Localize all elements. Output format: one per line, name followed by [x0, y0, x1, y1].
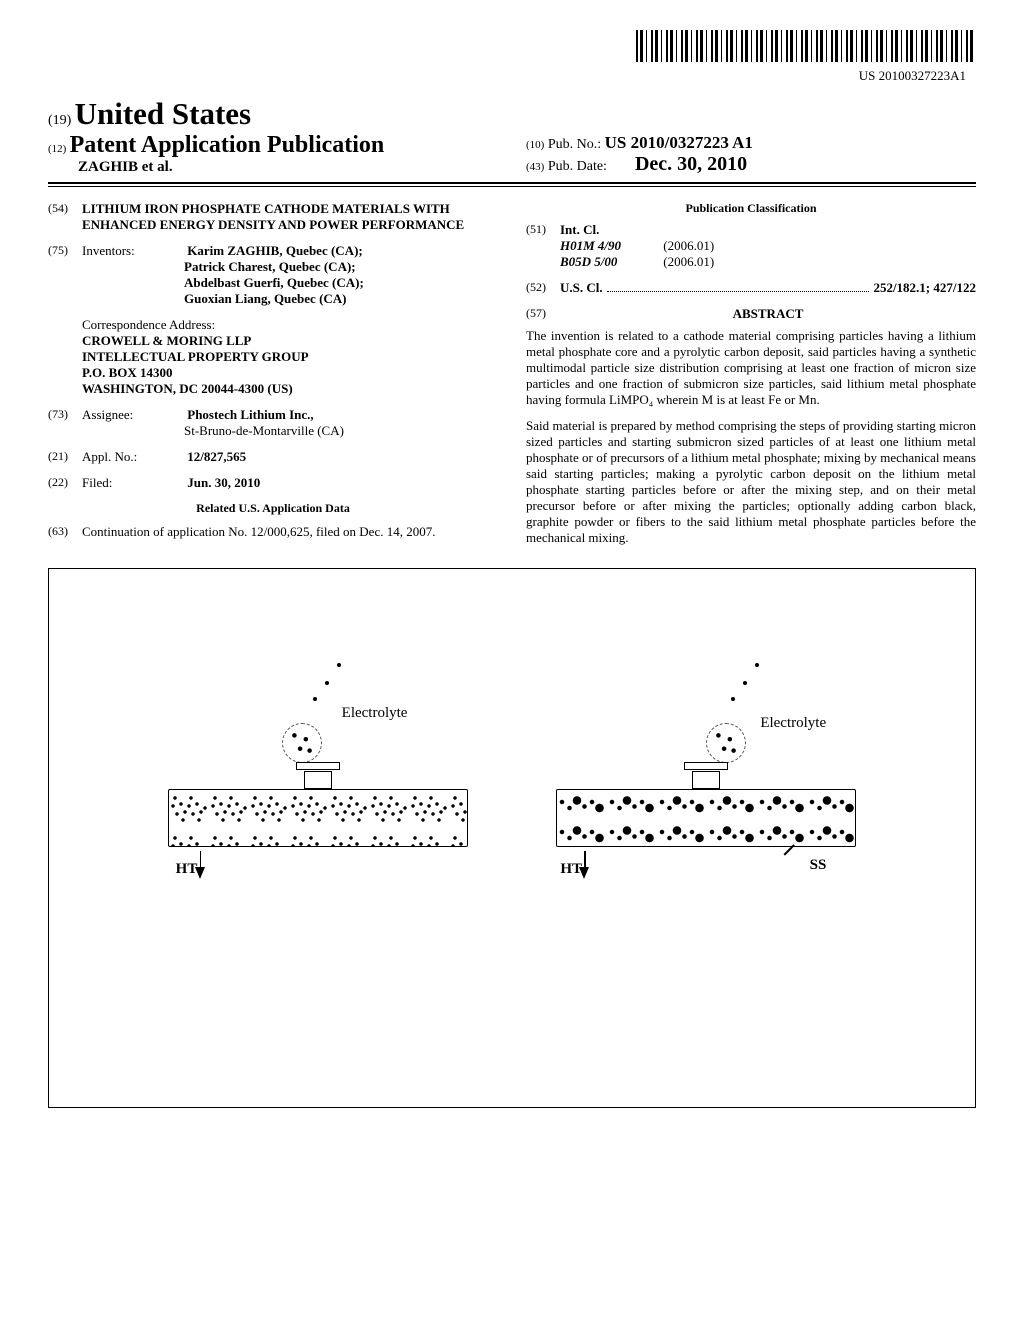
- pubdate-num: (43): [526, 161, 544, 173]
- invention-title-row: (54) LITHIUM IRON PHOSPHATE CATHODE MATE…: [48, 201, 498, 233]
- uscl-num: (52): [526, 280, 560, 296]
- filed-row: (22) Filed: Jun. 30, 2010: [48, 475, 498, 491]
- filed-value: Jun. 30, 2010: [187, 475, 260, 490]
- ht-label: HT: [176, 861, 198, 878]
- rule-thin: [48, 186, 976, 187]
- correspondence-block: Correspondence Address: CROWELL & MORING…: [82, 317, 498, 397]
- invention-title: LITHIUM IRON PHOSPHATE CATHODE MATERIALS…: [82, 201, 498, 233]
- pap-num: (12): [48, 143, 66, 155]
- inventor-name: Patrick Charest, Quebec (CA);: [184, 259, 356, 274]
- header-left: (19) United States (12) Patent Applicati…: [48, 96, 498, 176]
- diagram-left: Electrolyte HT: [168, 789, 468, 847]
- intcl-row: (51) Int. Cl. H01M 4/90 (2006.01) B05D 5…: [526, 222, 976, 270]
- assignee-label: Assignee:: [82, 407, 184, 423]
- pubno-label: Pub. No.:: [548, 137, 601, 152]
- authority-name: United States: [75, 96, 252, 131]
- particle-cloud-icon: [706, 723, 746, 763]
- abstract-head: ABSTRACT: [560, 306, 976, 322]
- barcode-graphic: [636, 30, 976, 62]
- abstract-head-row: (57) ABSTRACT: [526, 306, 976, 322]
- filed-num: (22): [48, 475, 82, 491]
- assignee-num: (73): [48, 407, 82, 439]
- continuation-row: (63) Continuation of application No. 12/…: [48, 524, 498, 540]
- corr-label: Correspondence Address:: [82, 317, 215, 332]
- appl-label: Appl. No.:: [82, 449, 184, 465]
- inventors-num: (75): [48, 243, 82, 307]
- corr-line: INTELLECTUAL PROPERTY GROUP: [82, 349, 309, 364]
- pubno-num: (10): [526, 139, 544, 151]
- pap-label: Patent Application Publication: [70, 132, 385, 158]
- corr-line: CROWELL & MORING LLP: [82, 333, 251, 348]
- appl-no-row: (21) Appl. No.: 12/827,565: [48, 449, 498, 465]
- abstract-num: (57): [526, 306, 560, 322]
- appl-num: (21): [48, 449, 82, 465]
- abstract-paragraph: Said material is prepared by method comp…: [526, 418, 976, 546]
- barcode-number: US 20100327223A1: [48, 68, 976, 84]
- figure-frame: Electrolyte HT Electrolyte HT SS: [48, 568, 976, 1108]
- rule-thick: [48, 182, 976, 184]
- inventors-label: Inventors:: [82, 243, 184, 259]
- inventor-name: Karim ZAGHIB, Quebec (CA);: [187, 243, 362, 258]
- intcl-num: (51): [526, 222, 560, 270]
- cell-chimney-icon: [692, 771, 720, 789]
- related-data-head: Related U.S. Application Data: [48, 501, 498, 516]
- publication-header: (19) United States (12) Patent Applicati…: [48, 96, 976, 176]
- ss-label: SS: [810, 857, 827, 874]
- uscl-row: (52) U.S. Cl. 252/182.1; 427/122: [526, 280, 976, 296]
- electrode-plate-icon: [556, 789, 856, 847]
- continuation-text: Continuation of application No. 12/000,6…: [82, 524, 498, 540]
- right-column: Publication Classification (51) Int. Cl.…: [526, 201, 976, 550]
- electrode-plate-icon: [168, 789, 468, 847]
- electrolyte-label: Electrolyte: [760, 715, 826, 732]
- inventor-name: Abdelbast Guerfi, Quebec (CA);: [184, 275, 364, 290]
- assignee-name: Phostech Lithium Inc.,: [187, 407, 313, 422]
- particle-trail-icon: [721, 647, 781, 717]
- electrolyte-label: Electrolyte: [342, 705, 408, 722]
- pub-number: US 2010/0327223 A1: [605, 133, 753, 152]
- uscl-values: 252/182.1; 427/122: [873, 280, 976, 296]
- header-right: (10) Pub. No.: US 2010/0327223 A1 (43) P…: [526, 133, 976, 176]
- dot-leader: [607, 282, 870, 292]
- intcl-label: Int. Cl.: [560, 222, 599, 237]
- filed-label: Filed:: [82, 475, 184, 491]
- continuation-num: (63): [48, 524, 82, 540]
- classification-head: Publication Classification: [526, 201, 976, 216]
- intcl-year: (2006.01): [663, 238, 714, 253]
- abstract-paragraph: The invention is related to a cathode ma…: [526, 328, 976, 408]
- intcl-code: H01M 4/90: [560, 238, 660, 254]
- title-num: (54): [48, 201, 82, 233]
- uscl-label: U.S. Cl.: [560, 280, 603, 296]
- appl-value: 12/827,565: [187, 449, 246, 464]
- cell-chimney-icon: [304, 771, 332, 789]
- assignee-location: St-Bruno-de-Montarville (CA): [184, 423, 344, 438]
- inventors-row: (75) Inventors: Karim ZAGHIB, Quebec (CA…: [48, 243, 498, 307]
- corr-line: P.O. BOX 14300: [82, 365, 173, 380]
- left-column: (54) LITHIUM IRON PHOSPHATE CATHODE MATE…: [48, 201, 498, 550]
- assignee-row: (73) Assignee: Phostech Lithium Inc., St…: [48, 407, 498, 439]
- intcl-year: (2006.01): [663, 254, 714, 269]
- authors-line: ZAGHIB et al.: [78, 159, 173, 175]
- particle-cloud-icon: [282, 723, 322, 763]
- body-columns: (54) LITHIUM IRON PHOSPHATE CATHODE MATE…: [48, 201, 976, 550]
- corr-line: WASHINGTON, DC 20044-4300 (US): [82, 381, 293, 396]
- pubdate-label: Pub. Date:: [548, 159, 607, 174]
- pub-date: Dec. 30, 2010: [635, 153, 747, 175]
- ht-label: HT: [560, 861, 582, 878]
- inventor-name: Guoxian Liang, Quebec (CA): [184, 291, 347, 306]
- barcode-block: [48, 30, 976, 66]
- authority-num: (19): [48, 113, 71, 128]
- intcl-code: B05D 5/00: [560, 254, 660, 270]
- diagram-right: Electrolyte HT SS: [556, 789, 856, 847]
